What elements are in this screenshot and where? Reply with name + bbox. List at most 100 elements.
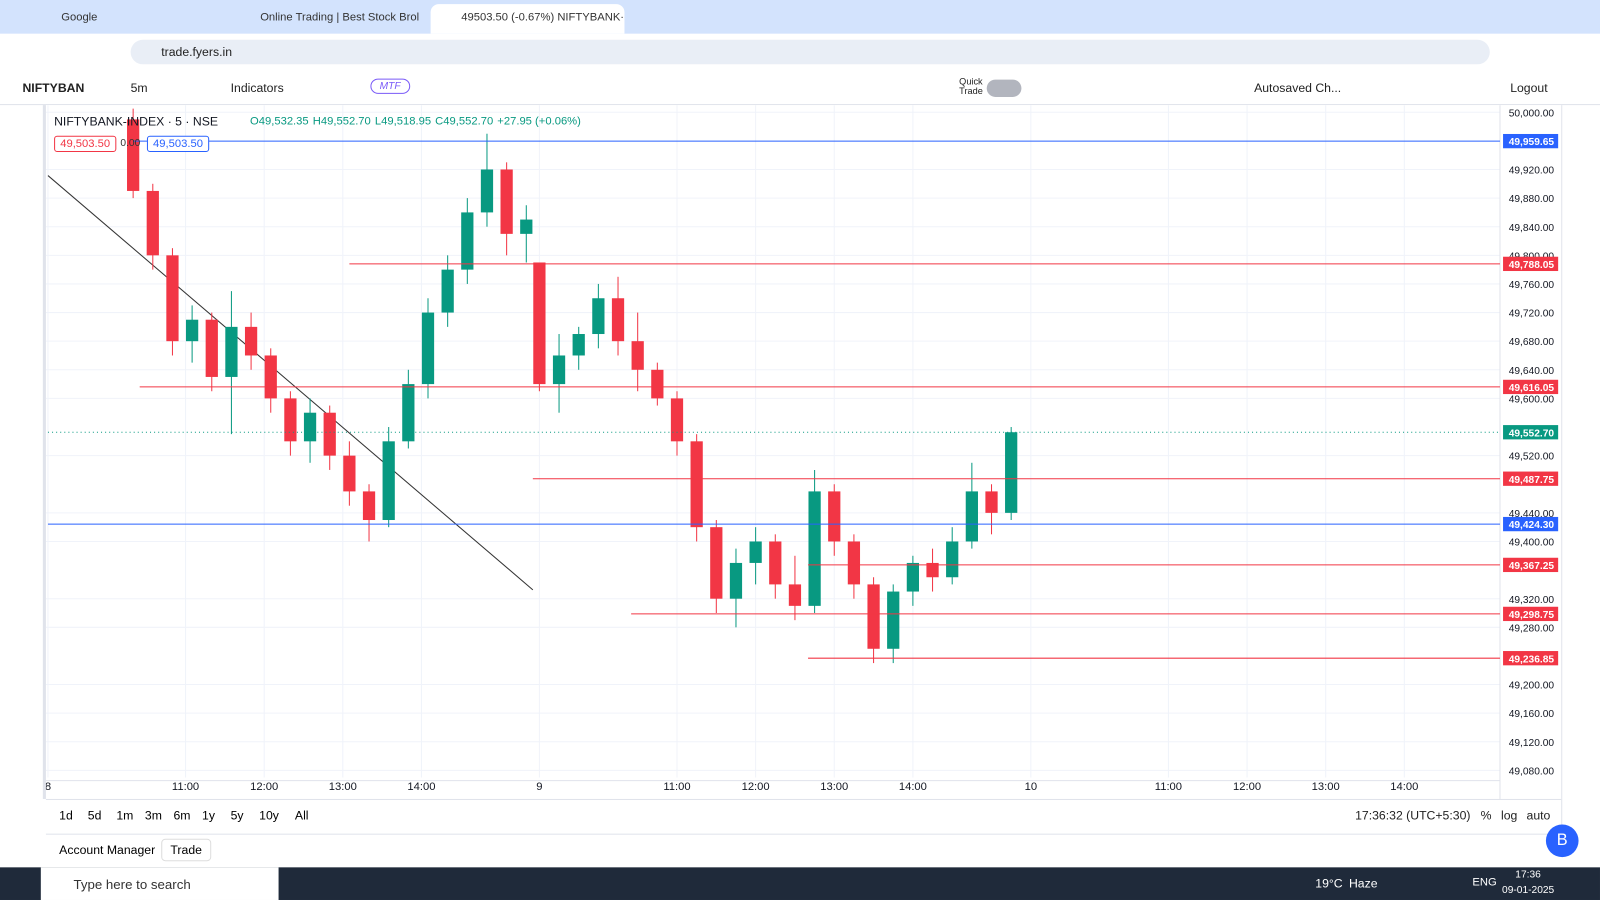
avatar[interactable]: B xyxy=(1545,824,1579,858)
candle-body xyxy=(343,455,356,492)
candle-body xyxy=(867,584,880,649)
candle-body xyxy=(572,334,585,356)
x-tick-label: 12:00 xyxy=(250,781,278,793)
indicators[interactable]: Indicators xyxy=(230,80,284,95)
price-tag-label: 49,616.05 xyxy=(1509,383,1555,394)
price-tag-label: 49,552.70 xyxy=(1509,428,1555,439)
tab-title: Google xyxy=(61,11,98,24)
sidebar-border xyxy=(42,105,46,799)
address-bar[interactable] xyxy=(130,39,1490,65)
range-button[interactable]: 5y xyxy=(230,808,244,823)
y-tick-label: 49,760.00 xyxy=(1509,280,1555,291)
price-tag xyxy=(1503,133,1559,149)
candle-body xyxy=(480,169,494,213)
candle-body xyxy=(631,341,644,370)
range-button[interactable]: 1d xyxy=(59,808,73,823)
logout[interactable]: Logout xyxy=(1510,80,1548,95)
y-tick-label: 49,840.00 xyxy=(1509,223,1555,234)
symbol[interactable]: NIFTYBAN xyxy=(22,80,85,95)
toggle[interactable] xyxy=(986,79,1022,97)
range-button[interactable]: 10y xyxy=(259,808,279,823)
candle-body xyxy=(828,491,841,542)
candle-body xyxy=(808,491,821,606)
ohlc-value: H49,552.70 xyxy=(312,115,371,128)
candle-body xyxy=(592,298,605,335)
tab[interactable]: Online Trading | Best Stock Brol xyxy=(230,4,424,34)
price-tag xyxy=(1503,606,1559,622)
language: ENG xyxy=(1472,876,1497,889)
date: 09-01-2025 xyxy=(1502,884,1555,896)
candle-body xyxy=(127,119,140,191)
candle-body xyxy=(847,541,861,585)
y-tick-label: 49,200.00 xyxy=(1509,681,1555,692)
plot-bg xyxy=(45,105,1562,799)
price-tag-label: 49,788.05 xyxy=(1509,260,1555,271)
candle-body xyxy=(441,269,454,313)
y-tick-label: 49,720.00 xyxy=(1509,309,1555,320)
auto-toggle[interactable]: auto xyxy=(1526,808,1551,823)
candle-body xyxy=(749,541,762,563)
search-text: Type here to search xyxy=(73,876,191,892)
range-button[interactable]: 1y xyxy=(202,808,215,823)
y-tick-label: 49,680.00 xyxy=(1509,337,1555,348)
price-tag-label: 49,424.30 xyxy=(1509,520,1555,531)
y-tick-label: 49,640.00 xyxy=(1509,366,1555,377)
percent-toggle[interactable]: % xyxy=(1480,808,1492,823)
candle-body xyxy=(985,491,998,513)
x-tick-label: 13:00 xyxy=(1312,781,1340,793)
buy-button[interactable]: 49,503.50 xyxy=(146,135,210,153)
sell-button[interactable]: 49,503.50 xyxy=(54,135,117,153)
range-button[interactable]: 3m xyxy=(144,808,162,823)
layout[interactable]: Autosaved Ch... xyxy=(1254,80,1342,95)
x-tick-label: 11:00 xyxy=(1155,781,1182,793)
quick-trade[interactable]: Quick Trade xyxy=(959,76,983,96)
y-tick-label: 49,880.00 xyxy=(1509,194,1555,205)
price-tag xyxy=(1503,256,1559,272)
y-tick-label: 49,160.00 xyxy=(1509,709,1555,720)
ohlc-value: C49,552.70 xyxy=(435,115,494,128)
candle-body xyxy=(906,562,920,592)
footer-tab[interactable]: Account Manager xyxy=(59,842,156,858)
price-tag xyxy=(1503,471,1559,486)
weather: Haze xyxy=(1348,876,1378,891)
x-tick-label: 13:00 xyxy=(329,781,357,793)
price-tag xyxy=(1503,557,1559,573)
price-tag xyxy=(1503,651,1559,666)
range-button[interactable]: 6m xyxy=(173,808,191,823)
candle-body xyxy=(710,527,723,599)
chart: 8 11:00 12:00 13:00 14:00 9 11:00 12:00 13:00 14:… xyxy=(45,105,1562,799)
candle-body xyxy=(500,169,513,234)
ohlc-value: O49,532.35 xyxy=(249,115,309,128)
mtf[interactable]: MTF xyxy=(370,78,410,94)
candle-body xyxy=(670,398,684,442)
price-tag xyxy=(1503,425,1559,440)
price-tag-label: 49,298.75 xyxy=(1509,610,1555,621)
candle-body xyxy=(769,541,782,585)
tab-active[interactable]: 49503.50 (-0.67%) NIFTYBANK· xyxy=(430,4,625,34)
footer xyxy=(45,833,1562,869)
log-toggle[interactable]: log xyxy=(1501,808,1518,823)
candle-body xyxy=(651,369,664,399)
x-tick-label: 9 xyxy=(536,781,542,793)
search-box[interactable] xyxy=(40,867,279,900)
range-button[interactable]: 1m xyxy=(116,808,134,823)
candle-body xyxy=(552,355,566,385)
footer-tab[interactable]: Trade xyxy=(161,838,212,862)
candle-body xyxy=(185,319,199,342)
candle-body xyxy=(461,212,474,270)
interval[interactable]: 5m xyxy=(130,80,148,95)
x-tick-label: 13:00 xyxy=(820,781,848,793)
candle-body xyxy=(729,562,743,599)
candle-body xyxy=(788,584,802,606)
range-button[interactable]: All xyxy=(294,808,309,823)
x-tick-label: 12:00 xyxy=(742,781,770,793)
x-tick-label: 8 xyxy=(46,781,51,793)
candle-body xyxy=(382,441,395,521)
tab[interactable]: Google xyxy=(31,4,225,34)
range-button[interactable]: 5d xyxy=(87,808,102,823)
x-tick-label: 14:00 xyxy=(1390,781,1418,793)
y-tick-label: 49,520.00 xyxy=(1509,452,1555,463)
x-tick-label: 11:00 xyxy=(663,781,690,793)
tab-title: 49503.50 (-0.67%) NIFTYBANK· xyxy=(461,11,625,24)
